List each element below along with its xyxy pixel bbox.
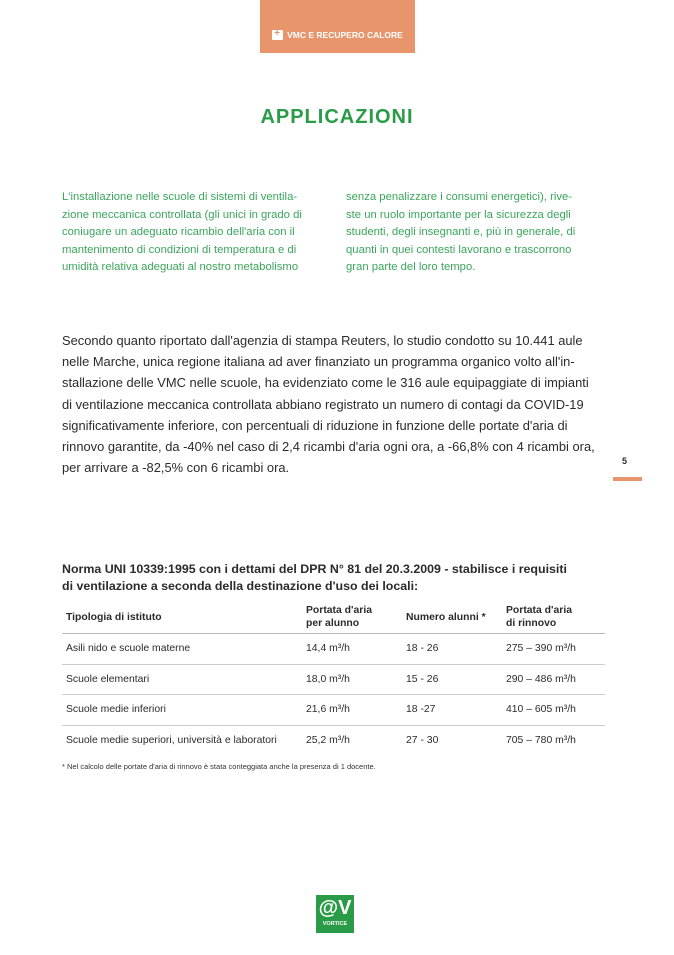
text-line: quanti in quei contesti lavorano e trasc… [346,243,572,256]
table-cell: Scuole medie superiori, università e lab… [66,735,277,746]
table-cell: Scuole elementari [62,664,302,695]
logo-text: VORTICE [322,921,348,927]
table-row: Scuole medie inferiori 21,6 m³/h 18 -27 410… [62,694,605,726]
table-cell: Asili nido e scuole materne [62,633,302,665]
text-line: significativamente inferiore, con percen… [62,417,568,433]
section-header: VMC E RECUPERO CALORE [260,0,415,53]
ventilation-table: Tipologia di istituto Portata d'aria per… [62,604,605,756]
table-cell: 410 – 605 m³/h [502,694,605,726]
table-row: Scuole elementari 18,0 m³/h 15 - 26 290 – 4… [62,664,605,695]
text-line: stallazione delle VMC nelle scuole, ha e… [62,375,589,391]
intro-column-1: L'installazione nelle scuole di sistemi … [62,189,317,277]
house-plus-icon [272,28,284,40]
text-line: senza penalizzare i consumi energetici),… [346,191,573,203]
text-line: di ventilazione a seconda della destinaz… [62,579,419,593]
table-heading: Norma UNI 10339:1995 con i dettami del D… [62,561,602,595]
table-cell: 18 - 26 [402,633,502,665]
table-cell: 705 – 780 m³/h [506,735,576,746]
table-row: Scuole medie superiori, università e lab… [62,725,605,756]
table-header-row: Tipologia di istituto Portata d'aria per… [62,604,605,634]
page-number: 5 [622,456,628,466]
text-line: L'installazione nelle scuole di sistemi … [62,191,298,203]
section-label: VMC E RECUPERO CALORE [287,30,403,40]
table-cell: Scuole medie inferiori [62,694,302,726]
text-line: per arrivare a -82,5% con 6 ricambi ora. [62,460,290,476]
intro-column-2: senza penalizzare i consumi energetici),… [346,189,601,277]
text-line: Norma UNI 10339:1995 con i dettami del D… [62,562,567,576]
table-row: Asili nido e scuole materne 14,4 m³/h 18 -… [62,633,605,665]
text-line: mantenimento di condizioni di temperatur… [62,243,297,256]
footnote: * Nel calcolo delle portate d'aria di ri… [62,762,376,771]
text-line: di ventilazione meccanica controllata ab… [62,396,584,412]
page-marker-bar [613,477,642,481]
text-line: rinnovo garantite, da -40% nel caso di 2… [62,439,595,455]
table-cell: 290 – 486 m³/h [502,664,605,695]
text-line: zione meccanica controllata (gli unici i… [62,208,302,221]
col-header: Portata d'aria per alunno [302,604,402,634]
body-paragraph: Secondo quanto riportato dall'agenzia di… [62,330,637,478]
table-cell: 18,0 m³/h [302,664,402,695]
table-cell: 21,6 m³/h [302,694,402,726]
text-line: nelle Marche, unica regione italiana ad … [62,354,575,370]
page-title: APPLICAZIONI [260,106,414,128]
table-cell: 275 – 390 m³/h [502,633,605,665]
table-cell: 25,2 m³/h [306,735,350,746]
table-cell: 18 -27 [402,694,502,726]
vortice-logo: @V VORTICE [316,895,354,933]
text-line: coniugare un adeguato ricambio dell'aria… [62,226,295,239]
table-cell: 15 - 26 [402,664,502,695]
text-line: ste un ruolo importante per la sicurezza… [346,208,571,221]
col-header: Tipologia di istituto [62,604,302,634]
text-line: studenti, degli insegnanti e, più in gen… [346,226,576,239]
text-line: gran parte del loro tempo. [346,261,476,274]
table-cell: 14,4 m³/h [302,633,402,665]
col-header: Numero alunni * [402,604,502,634]
logo-mark: @V [318,897,352,919]
table-cell: 27 - 30 [406,735,439,746]
text-line: Secondo quanto riportato dall'agenzia di… [62,333,583,348]
col-header: Portata d'aria di rinnovo [502,604,605,634]
text-line: umidità relativa adeguati al nostro meta… [62,261,299,274]
